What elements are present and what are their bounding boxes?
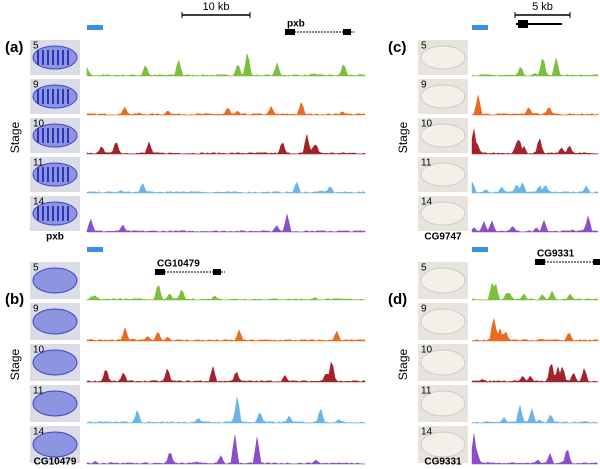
axis-label: Stage	[396, 121, 410, 153]
gene-exon	[213, 269, 221, 275]
gene-exon	[593, 259, 600, 265]
stage-label: 5	[421, 41, 427, 52]
gene-model	[87, 247, 103, 252]
gene-label: CG10479	[157, 259, 200, 270]
signal-track	[86, 181, 366, 194]
panel-label: (d)	[388, 291, 407, 308]
gene-label: pxb	[287, 19, 305, 30]
scale-label: 5 kb	[532, 1, 553, 13]
stage-label: 5	[33, 263, 39, 274]
signal-track	[86, 396, 366, 424]
embryo	[420, 267, 466, 294]
image-caption: CG9747	[424, 232, 462, 243]
stage-label: 11	[421, 386, 432, 397]
signal-track	[471, 282, 599, 301]
stage-label: 10	[33, 345, 45, 356]
scale-label: 10 kb	[203, 1, 230, 13]
signal-track	[471, 318, 599, 342]
signal-track	[471, 181, 599, 194]
embryo	[32, 390, 78, 417]
stage-label: 5	[33, 41, 39, 52]
stage-label: 10	[421, 119, 433, 130]
embryo	[32, 349, 78, 376]
signal-track	[86, 285, 366, 301]
gene-model	[472, 25, 488, 30]
embryo	[420, 431, 466, 458]
signal-track	[86, 101, 366, 116]
signal-track	[471, 363, 599, 383]
signal-track	[471, 433, 599, 465]
gene-exon	[155, 269, 165, 275]
signal-track	[471, 58, 599, 77]
stage-label: 9	[421, 80, 427, 91]
embryo	[420, 45, 466, 70]
embryo	[420, 308, 466, 335]
embryo	[420, 390, 466, 417]
stage-label: 14	[33, 197, 45, 208]
stage-label: 14	[33, 427, 45, 438]
signal-track	[86, 326, 366, 342]
stage-label: 11	[33, 158, 44, 169]
gene-label: CG9331	[537, 249, 575, 260]
gene-model	[472, 247, 488, 252]
stage-label: 9	[33, 80, 39, 91]
axis-label: Stage	[8, 121, 22, 153]
embryo	[420, 162, 466, 187]
stage-label: 9	[33, 304, 39, 315]
embryo	[420, 349, 466, 376]
signal-track	[86, 214, 366, 233]
gene-exon	[518, 20, 528, 28]
stage-label: 11	[421, 158, 432, 169]
panel-label: (c)	[388, 39, 406, 56]
gene-exon	[535, 259, 545, 265]
panel-label: (b)	[5, 291, 24, 308]
axis-label: Stage	[396, 348, 410, 380]
signal-track	[86, 53, 366, 77]
image-caption: CG10479	[34, 457, 77, 468]
image-caption: pxb	[46, 232, 64, 243]
embryo	[420, 123, 466, 148]
embryo	[32, 308, 78, 335]
gene-model	[87, 25, 103, 30]
gene-exon	[343, 29, 351, 35]
stage-label: 14	[421, 427, 433, 438]
embryo	[420, 201, 466, 226]
stage-label: 14	[421, 197, 433, 208]
axis-label: Stage	[8, 348, 22, 380]
signal-track	[86, 134, 366, 155]
embryo	[32, 84, 78, 109]
stage-label: 9	[421, 304, 427, 315]
embryo	[32, 45, 78, 70]
signal-track	[471, 128, 599, 155]
signal-track	[471, 405, 599, 424]
signal-track	[471, 95, 599, 116]
stage-label: 10	[421, 345, 433, 356]
gene-exon	[285, 29, 295, 35]
stage-label: 10	[33, 119, 45, 130]
signal-track	[471, 215, 599, 233]
stage-label: 11	[33, 386, 44, 397]
embryo	[32, 431, 78, 458]
panel-label: (a)	[5, 39, 23, 56]
signal-track	[86, 361, 366, 383]
embryo	[32, 267, 78, 294]
embryo	[420, 84, 466, 109]
stage-label: 5	[421, 263, 427, 274]
signal-track	[86, 435, 366, 465]
image-caption: CG9331	[424, 457, 462, 468]
